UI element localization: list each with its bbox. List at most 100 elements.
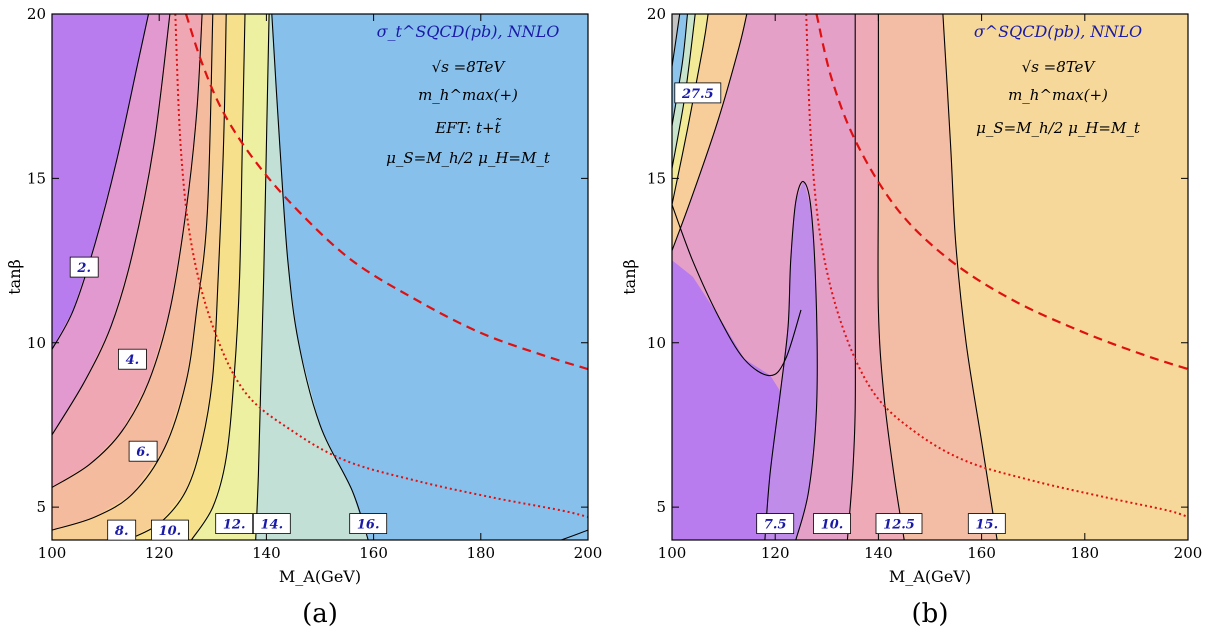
- plot-frame-b: [671, 13, 1189, 541]
- annotation-energy-a: √s =8TeV: [432, 58, 507, 76]
- contour-label-text: 14.: [260, 518, 283, 533]
- x-tick-label-b-5: 200: [1174, 544, 1203, 562]
- contour-regions-b: [672, 14, 1188, 540]
- x-tick-label-a-0: 100: [38, 544, 67, 562]
- contour-label-b-4: 15.: [967, 513, 1006, 534]
- contour-label-box: [756, 513, 795, 534]
- dashed-exclusion-curve-a: [184, 14, 588, 371]
- contour-line-b-6: [672, 14, 748, 251]
- dashed-exclusion-curve-b: [815, 14, 1188, 371]
- contour-line-b-5: [764, 180, 818, 540]
- contour-label-b-2: 10.: [813, 513, 851, 534]
- contour-label-b-0: 27.5: [674, 82, 722, 104]
- y-axis-title-b: tanβ: [620, 259, 639, 295]
- contour-label-box: [69, 256, 99, 278]
- y-tick-label-b-1: 10: [647, 334, 666, 352]
- contour-line-b-9: [942, 14, 998, 540]
- contour-label-box: [875, 513, 923, 534]
- contour-line-a-0: [52, 14, 150, 350]
- contour-label-box: [674, 82, 722, 104]
- contour-label-b-3: 12.5: [875, 513, 923, 534]
- contour-line-a-6: [255, 14, 270, 540]
- annotation-title-b: σ^SQCD(pb), NNLO: [974, 22, 1142, 41]
- plot-frame-a: [51, 13, 589, 541]
- annotation-energy-b: √s =8TeV: [1022, 58, 1097, 76]
- contour-label-box: [252, 513, 291, 534]
- y-tick-label-a-3: 20: [27, 5, 46, 23]
- contour-label-text: 2.: [76, 261, 91, 276]
- axis-ticks-a: 100 120 140 160 180 200 5 10 15 20: [27, 5, 602, 562]
- exclusion-curves-b: [805, 14, 1188, 518]
- contour-label-a-6: 14.: [252, 513, 291, 534]
- contour-label-box: [107, 519, 137, 541]
- contour-line-a-2: [52, 14, 203, 488]
- contour-label-text: 6.: [136, 445, 150, 460]
- contour-labels-a: 2. 4. 6. 8. 10. 12. 14. 16.: [69, 256, 388, 541]
- y-tick-label-b-3: 20: [647, 5, 666, 23]
- y-axis-title-a: tanβ: [5, 259, 24, 295]
- contour-line-b-2: [672, 14, 689, 126]
- contour-label-box: [118, 348, 147, 370]
- chart-panel-a: 100 120 140 160 180 200 5 10 15 20 2. 4. 6. 8. 10. 12.…: [5, 5, 602, 629]
- x-tick-label-b-2: 140: [864, 544, 893, 562]
- x-tick-label-a-2: 140: [252, 544, 281, 562]
- contour-label-text: 15.: [975, 518, 998, 533]
- contour-label-a-3: 8.: [107, 519, 137, 541]
- contour-lines-b: [672, 14, 998, 540]
- y-tick-label-b-0: 5: [656, 498, 666, 516]
- y-tick-label-a-2: 15: [27, 169, 46, 187]
- y-tick-label-a-0: 5: [36, 498, 46, 516]
- x-tick-label-a-4: 180: [466, 544, 495, 562]
- dotted-exclusion-curve-a: [174, 14, 588, 518]
- chart-panel-b: 100 120 140 160 180 200 5 10 15 20 27.5 7.5 10. 12.5…: [620, 5, 1202, 629]
- y-tick-label-a-1: 10: [27, 334, 46, 352]
- x-tick-label-a-3: 160: [359, 544, 388, 562]
- x-tick-label-a-1: 120: [145, 544, 174, 562]
- contour-label-box: [215, 513, 254, 534]
- contour-label-text: 16.: [357, 518, 380, 533]
- contour-line-a-3: [52, 14, 214, 531]
- annotation-title-a: σ_t^SQCD(pb), NNLO: [377, 22, 560, 41]
- x-axis-title-b: M_A(GeV): [889, 567, 971, 586]
- axis-ticks-b: 100 120 140 160 180 200 5 10 15 20: [647, 5, 1202, 562]
- exclusion-curves-a: [174, 14, 588, 518]
- annotation-scenario-b: m_h^max(+): [1008, 86, 1108, 104]
- contour-label-a-0: 2.: [69, 256, 99, 278]
- x-tick-label-b-1: 120: [761, 544, 790, 562]
- contour-line-a-1: [52, 14, 171, 436]
- x-tick-label-b-0: 100: [658, 544, 687, 562]
- contour-label-text: 10.: [159, 524, 182, 539]
- x-tick-label-b-3: 160: [967, 544, 996, 562]
- annotation-scales-a: μ_S=M_h/2 μ_H=M_t: [386, 149, 551, 167]
- contour-label-box: [150, 519, 189, 541]
- contour-label-b-1: 7.5: [756, 513, 795, 534]
- contour-label-a-1: 4.: [118, 348, 147, 370]
- contour-label-text: 12.5: [883, 518, 915, 533]
- contour-line-a-4: [126, 14, 227, 540]
- contour-label-text: 12.: [223, 518, 246, 533]
- x-tick-label-a-5: 200: [574, 544, 603, 562]
- contour-labels-b: 27.5 7.5 10. 12.5 15.: [674, 82, 1006, 534]
- contour-line-b-4: [672, 204, 802, 377]
- contour-label-text: 7.5: [764, 518, 787, 533]
- contour-line-b-8: [877, 14, 905, 540]
- annotation-eft-a: EFT: t+t̃: [434, 118, 502, 137]
- annotation-block-b: σ^SQCD(pb), NNLO √s =8TeV m_h^max(+) μ_S…: [974, 22, 1142, 137]
- contour-label-a-4: 10.: [150, 519, 189, 541]
- contour-label-box: [349, 513, 388, 534]
- contour-label-text: 10.: [821, 518, 844, 533]
- contour-label-a-5: 12.: [215, 513, 254, 534]
- contour-label-text: 8.: [115, 524, 129, 539]
- contour-label-box: [128, 440, 158, 462]
- contour-label-box: [967, 513, 1006, 534]
- contour-label-text: 4.: [126, 353, 140, 368]
- contour-line-a-7: [271, 14, 369, 540]
- annotation-scenario-a: m_h^max(+): [418, 86, 518, 104]
- x-tick-label-b-4: 180: [1070, 544, 1099, 562]
- panel-label-a: (a): [302, 599, 338, 629]
- contour-line-b-7: [846, 14, 856, 540]
- annotation-scales-b: μ_S=M_h/2 μ_H=M_t: [976, 119, 1141, 137]
- contour-regions-a: [52, 14, 588, 540]
- x-axis-title-a: M_A(GeV): [279, 567, 361, 586]
